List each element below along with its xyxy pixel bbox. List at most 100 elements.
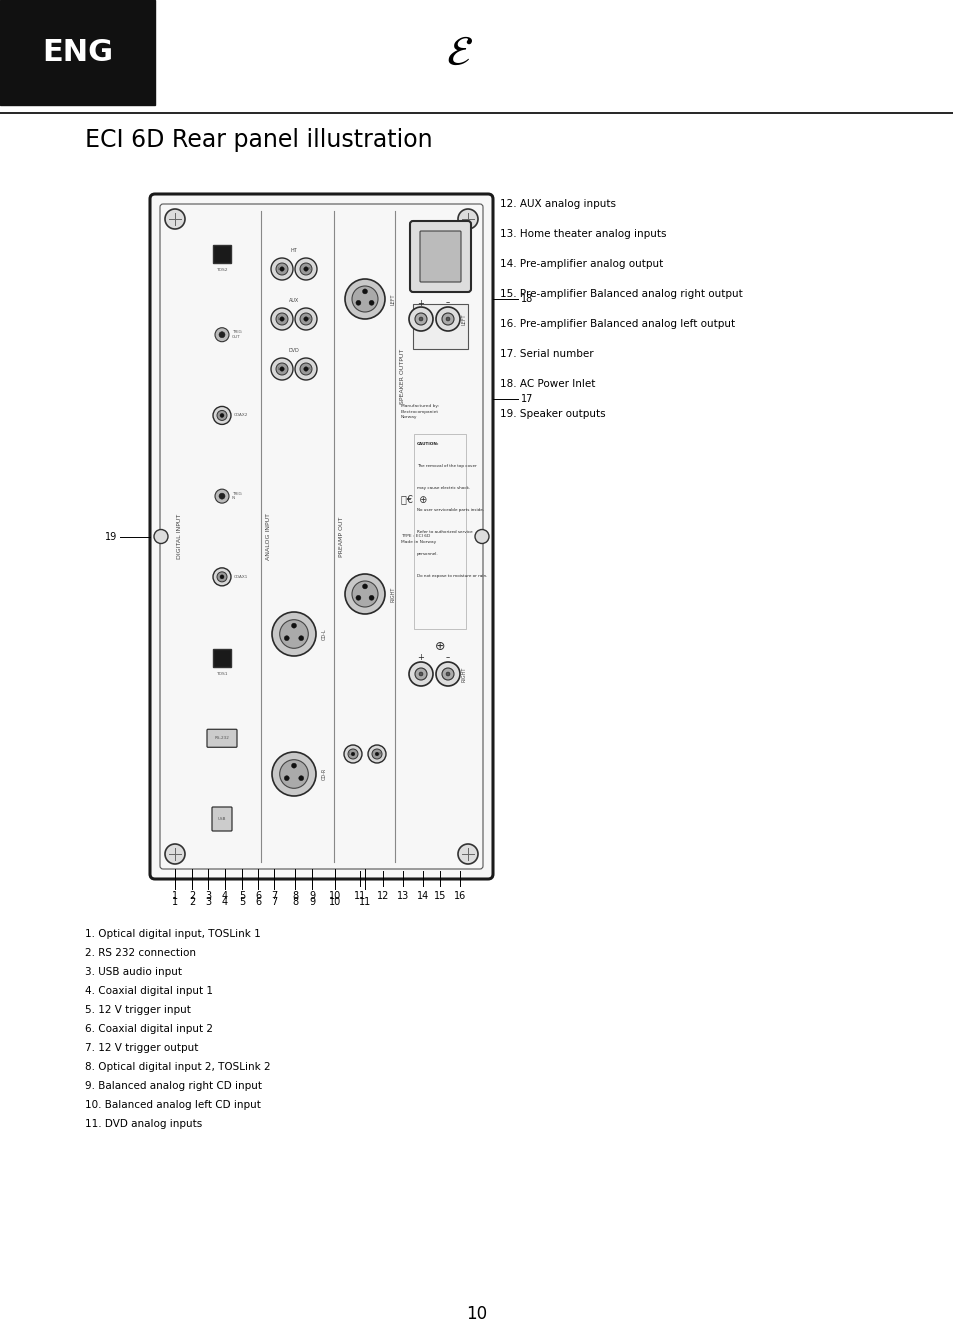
Text: COAX1: COAX1 (233, 574, 248, 578)
Text: 9. Balanced analog right CD input: 9. Balanced analog right CD input (85, 1081, 262, 1091)
Circle shape (299, 313, 312, 325)
Text: 18: 18 (520, 295, 533, 304)
Circle shape (436, 661, 459, 686)
Circle shape (272, 612, 315, 656)
Text: 7: 7 (271, 897, 276, 907)
Text: 2: 2 (189, 897, 195, 907)
Text: The removal of the top cover: The removal of the top cover (416, 465, 476, 469)
Text: 5. 12 V trigger input: 5. 12 V trigger input (85, 1006, 191, 1015)
Circle shape (271, 308, 293, 329)
Text: Do not expose to moisture or rain.: Do not expose to moisture or rain. (416, 574, 487, 578)
FancyBboxPatch shape (207, 730, 236, 747)
Circle shape (418, 672, 422, 676)
Text: L: L (349, 753, 351, 757)
Circle shape (303, 266, 308, 272)
Text: 12: 12 (376, 890, 389, 901)
Text: may cause electric shock.: may cause electric shock. (416, 486, 470, 490)
Circle shape (216, 572, 227, 582)
Circle shape (352, 581, 377, 607)
Text: DIGITAL INPUT: DIGITAL INPUT (177, 514, 182, 560)
Text: SPEAKER OUTPUT: SPEAKER OUTPUT (400, 348, 405, 403)
Text: 10: 10 (329, 897, 341, 907)
Circle shape (165, 209, 185, 229)
Circle shape (369, 596, 374, 600)
Text: Ⓒ€  ⊕: Ⓒ€ ⊕ (400, 494, 427, 503)
Text: RIGHT: RIGHT (391, 586, 395, 601)
Text: 14: 14 (416, 890, 429, 901)
Text: 18. AC Power Inlet: 18. AC Power Inlet (499, 379, 595, 390)
Circle shape (368, 744, 386, 763)
Text: –: – (445, 299, 450, 308)
Text: 14. Pre-amplifier analog output: 14. Pre-amplifier analog output (499, 258, 662, 269)
Text: 8. Optical digital input 2, TOSLink 2: 8. Optical digital input 2, TOSLink 2 (85, 1062, 271, 1073)
Circle shape (213, 407, 231, 424)
FancyBboxPatch shape (419, 232, 460, 283)
Text: 4: 4 (222, 897, 228, 907)
Circle shape (351, 753, 355, 755)
Circle shape (279, 759, 308, 789)
Circle shape (279, 266, 284, 272)
Text: Refer to authorized service: Refer to authorized service (416, 530, 472, 534)
Text: LEFT: LEFT (391, 293, 395, 305)
Circle shape (418, 317, 422, 321)
Circle shape (298, 775, 303, 781)
Circle shape (457, 209, 477, 229)
Bar (213, 648, 231, 667)
Text: 2. RS 232 connection: 2. RS 232 connection (85, 948, 195, 957)
Text: 16: 16 (454, 890, 466, 901)
Circle shape (348, 749, 357, 759)
Text: 12. AUX analog inputs: 12. AUX analog inputs (499, 200, 616, 209)
Text: 13. Home theater analog inputs: 13. Home theater analog inputs (499, 229, 666, 238)
Text: 3: 3 (205, 890, 211, 901)
Circle shape (299, 262, 312, 274)
Text: 8: 8 (292, 897, 297, 907)
Circle shape (446, 317, 450, 321)
Circle shape (345, 574, 385, 615)
Circle shape (153, 529, 168, 544)
Text: Manufactured by:
Electrocompaniet
Norway: Manufactured by: Electrocompaniet Norway (400, 404, 438, 419)
Text: TRIG
OUT: TRIG OUT (232, 331, 241, 339)
Text: 9: 9 (309, 897, 314, 907)
Text: ⊕: ⊕ (435, 640, 445, 653)
Circle shape (441, 668, 454, 680)
Text: 10. Balanced analog left CD input: 10. Balanced analog left CD input (85, 1101, 260, 1110)
Circle shape (446, 672, 450, 676)
Circle shape (352, 287, 377, 312)
Text: R: R (308, 266, 311, 270)
Circle shape (275, 262, 288, 274)
Text: 6: 6 (254, 897, 261, 907)
Circle shape (409, 661, 433, 686)
Text: –: – (445, 653, 450, 663)
Circle shape (369, 300, 374, 305)
Text: CAUTION:: CAUTION: (416, 442, 439, 446)
Circle shape (220, 574, 224, 578)
Text: 2: 2 (189, 890, 195, 901)
Text: HT: HT (291, 248, 297, 253)
Text: CD-R: CD-R (322, 767, 327, 781)
Text: +: + (417, 299, 424, 308)
Circle shape (214, 328, 229, 341)
Circle shape (457, 844, 477, 864)
Text: 19: 19 (105, 532, 117, 541)
Text: 17: 17 (520, 394, 533, 404)
Text: COAX2: COAX2 (233, 414, 248, 418)
Circle shape (299, 363, 312, 375)
Text: 13: 13 (396, 890, 409, 901)
Circle shape (219, 493, 225, 499)
Text: 4: 4 (222, 890, 228, 901)
Text: 15. Pre-amplifier Balanced analog right output: 15. Pre-amplifier Balanced analog right … (499, 289, 742, 299)
Bar (0, 0, 154, 104)
Text: RIGHT: RIGHT (461, 667, 466, 682)
Text: 6: 6 (254, 890, 261, 901)
Circle shape (213, 568, 231, 586)
Text: L: L (277, 367, 280, 371)
Text: 6. Coaxial digital input 2: 6. Coaxial digital input 2 (85, 1024, 213, 1034)
Text: 10: 10 (329, 890, 341, 901)
Text: R: R (308, 367, 311, 371)
Circle shape (216, 411, 227, 420)
Circle shape (275, 313, 288, 325)
Text: 16. Pre-amplifier Balanced analog left output: 16. Pre-amplifier Balanced analog left o… (499, 319, 735, 329)
Circle shape (362, 289, 367, 293)
Circle shape (279, 620, 308, 648)
Circle shape (355, 300, 360, 305)
